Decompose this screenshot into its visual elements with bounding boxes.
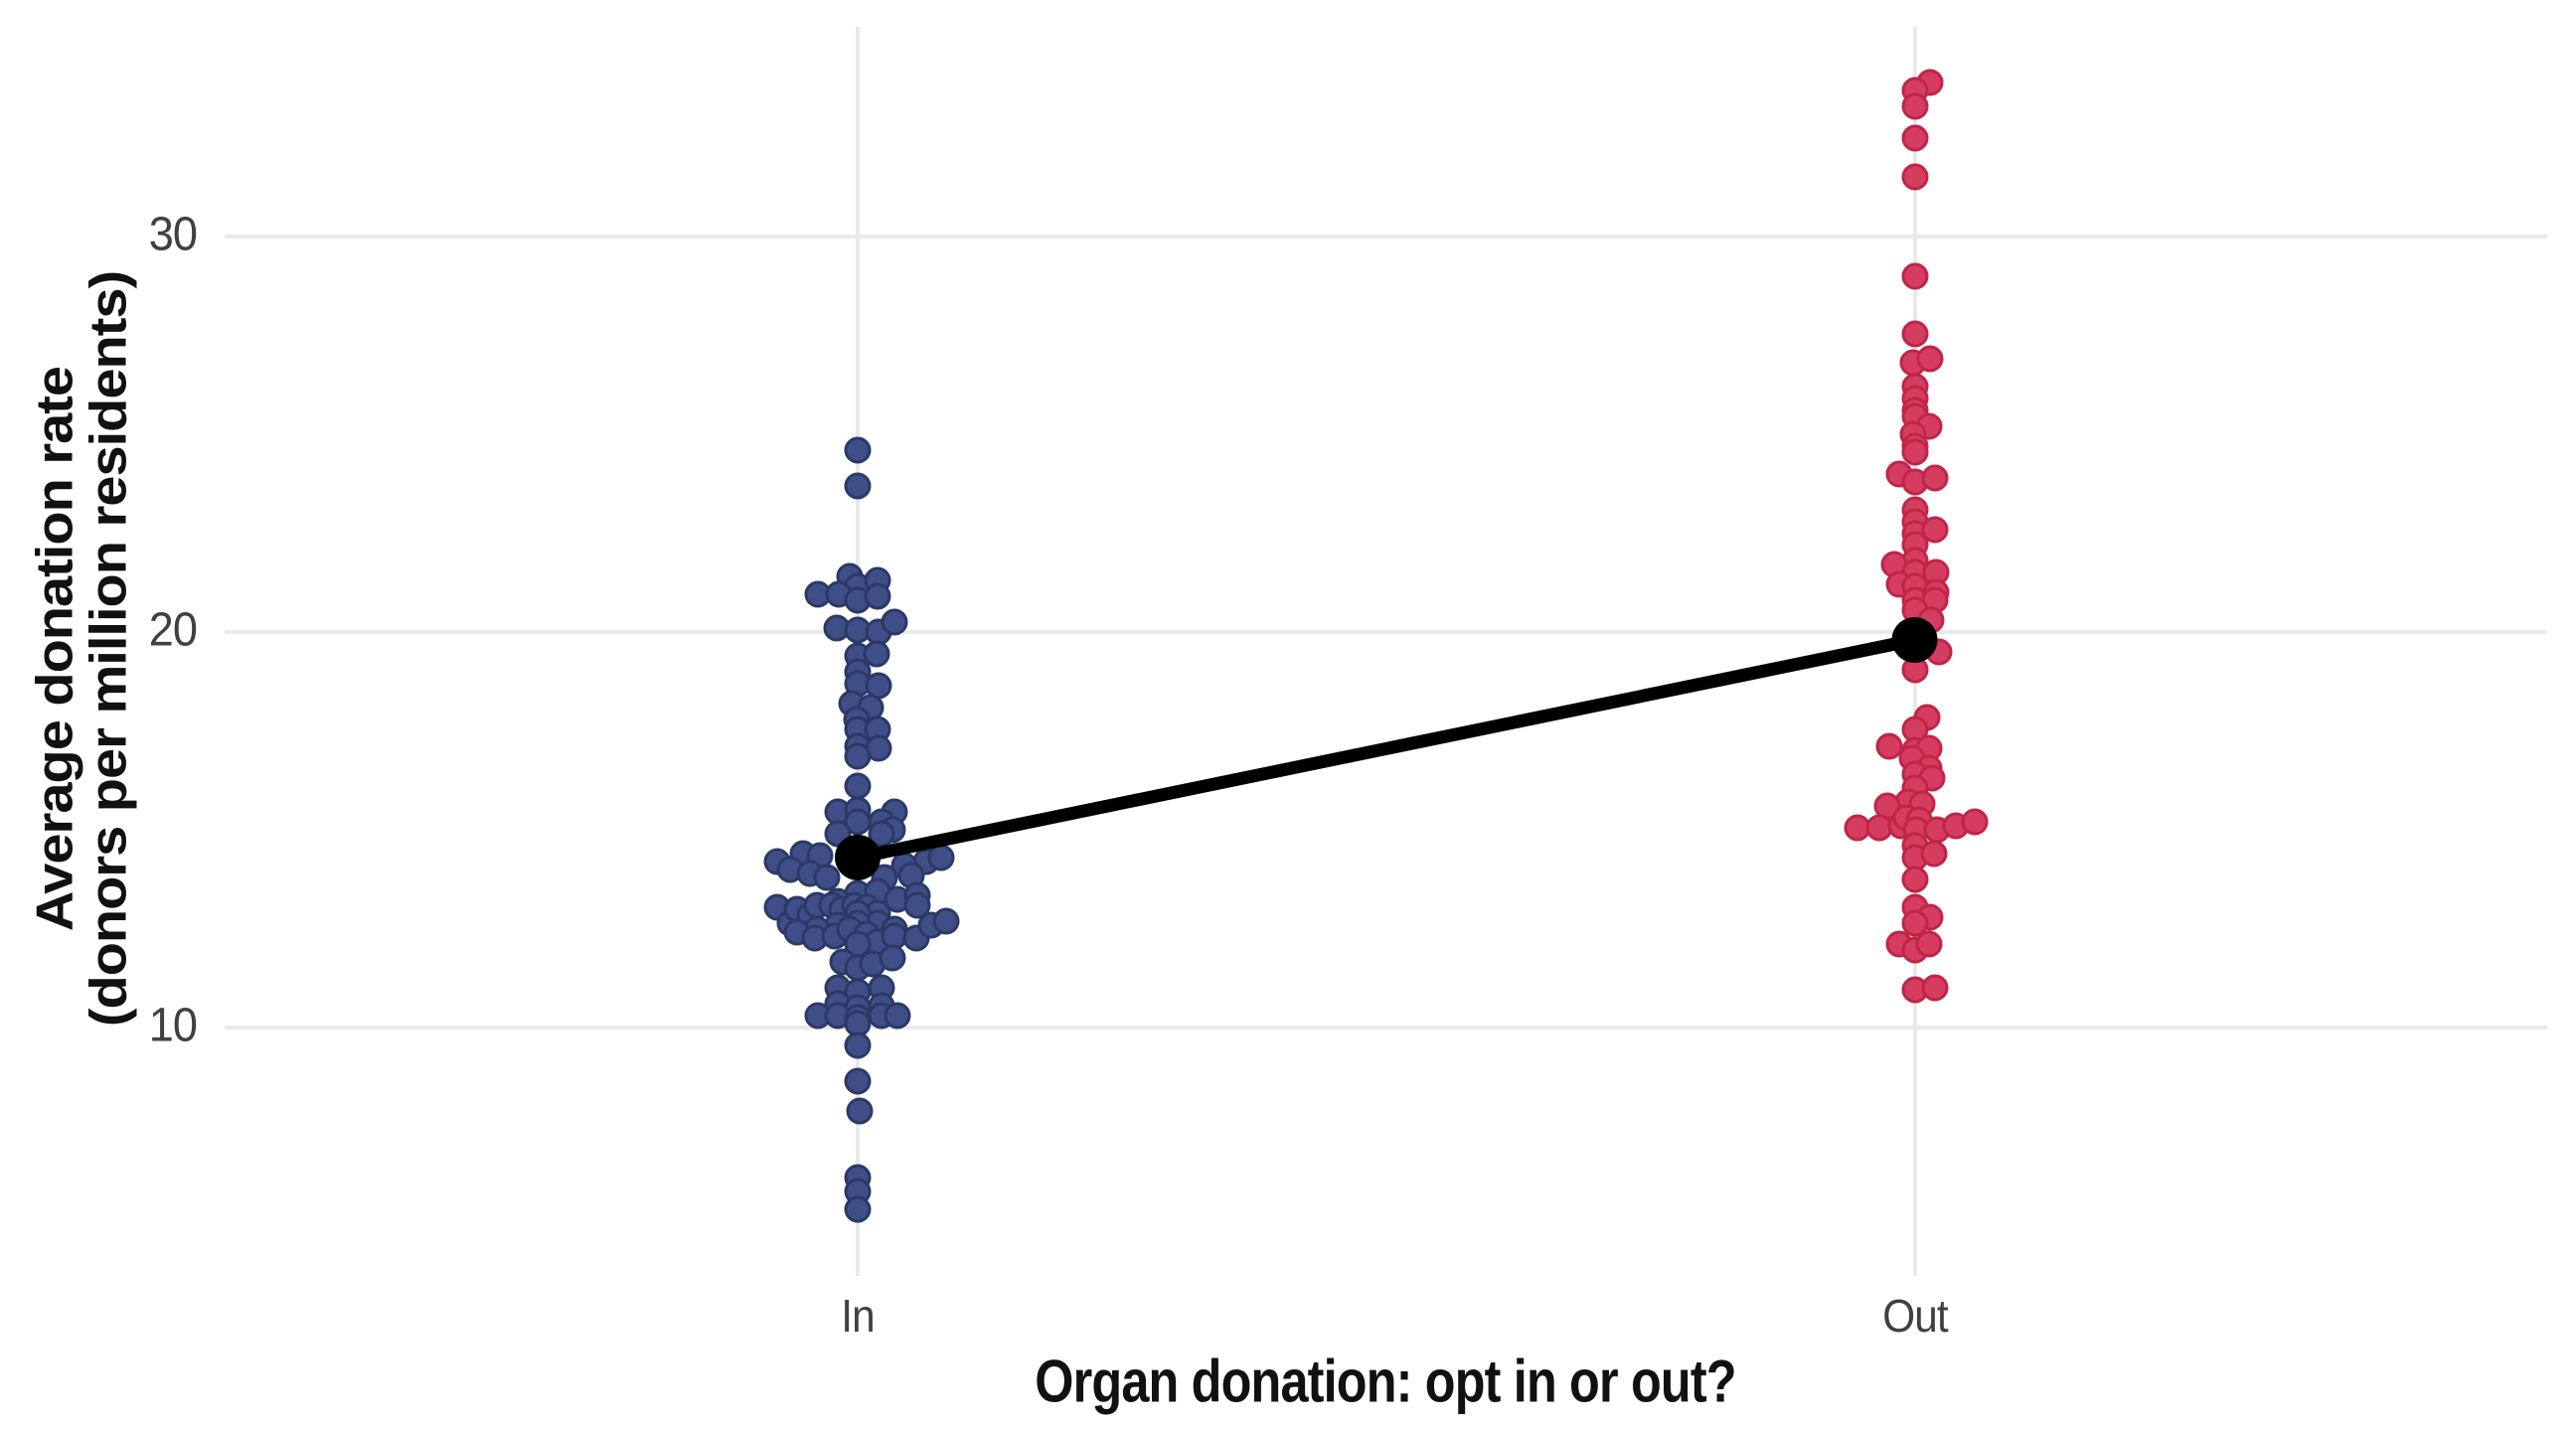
data-point-out bbox=[1961, 808, 1988, 836]
data-point-in bbox=[844, 1067, 872, 1095]
x-axis-title: Organ donation: opt in or out? bbox=[1035, 1348, 1736, 1415]
y-axis-title-line1: Average donation rate bbox=[25, 366, 83, 932]
data-point-out bbox=[1901, 124, 1928, 151]
data-point-out bbox=[1901, 976, 1928, 1004]
data-point-in bbox=[881, 608, 908, 636]
data-point-out bbox=[1901, 320, 1928, 347]
data-point-in bbox=[844, 436, 872, 464]
data-point-in bbox=[868, 820, 895, 848]
data-point-in bbox=[884, 1002, 911, 1030]
gridline-y-20 bbox=[225, 630, 2547, 634]
y-tick-label-20: 20 bbox=[148, 603, 198, 657]
data-point-in bbox=[927, 844, 955, 872]
x-tick-label-out: Out bbox=[1881, 1290, 1948, 1342]
data-point-out bbox=[1921, 974, 1948, 1002]
y-tick-label-10: 10 bbox=[148, 999, 198, 1052]
data-point-out bbox=[1921, 516, 1948, 544]
data-point-out bbox=[1917, 606, 1944, 634]
y-axis-title-text: Average donation rate (donors per millio… bbox=[25, 270, 138, 1028]
data-point-out bbox=[1901, 163, 1928, 191]
gridline-y-30 bbox=[225, 235, 2547, 238]
data-point-in bbox=[932, 907, 960, 935]
gridline-x-out bbox=[1912, 27, 1917, 1276]
data-point-out bbox=[1901, 656, 1928, 684]
data-point-in bbox=[864, 582, 891, 610]
data-point-out bbox=[1901, 262, 1928, 290]
gridline-y-10 bbox=[225, 1026, 2547, 1030]
data-point-in bbox=[879, 944, 906, 972]
data-point-in bbox=[846, 1097, 874, 1125]
data-point-out bbox=[1901, 92, 1928, 120]
mean-trend-line bbox=[856, 633, 1916, 865]
data-point-in bbox=[902, 924, 930, 952]
data-point-out bbox=[1915, 930, 1942, 958]
data-point-in bbox=[844, 1032, 872, 1059]
y-tick-label-30: 30 bbox=[148, 208, 198, 261]
data-point-out bbox=[1921, 464, 1948, 492]
data-point-in bbox=[844, 742, 872, 770]
data-point-out bbox=[1901, 438, 1928, 466]
x-tick-label-in: In bbox=[841, 1290, 875, 1342]
data-point-out bbox=[1901, 866, 1928, 893]
data-point-out bbox=[1920, 840, 1947, 868]
data-point-out bbox=[1925, 638, 1952, 666]
data-point-out bbox=[1916, 345, 1943, 373]
data-point-in bbox=[844, 1195, 872, 1223]
data-point-in bbox=[824, 820, 852, 848]
data-point-in bbox=[844, 472, 872, 500]
y-axis-title-line2: (donors per million residents) bbox=[80, 270, 138, 1028]
